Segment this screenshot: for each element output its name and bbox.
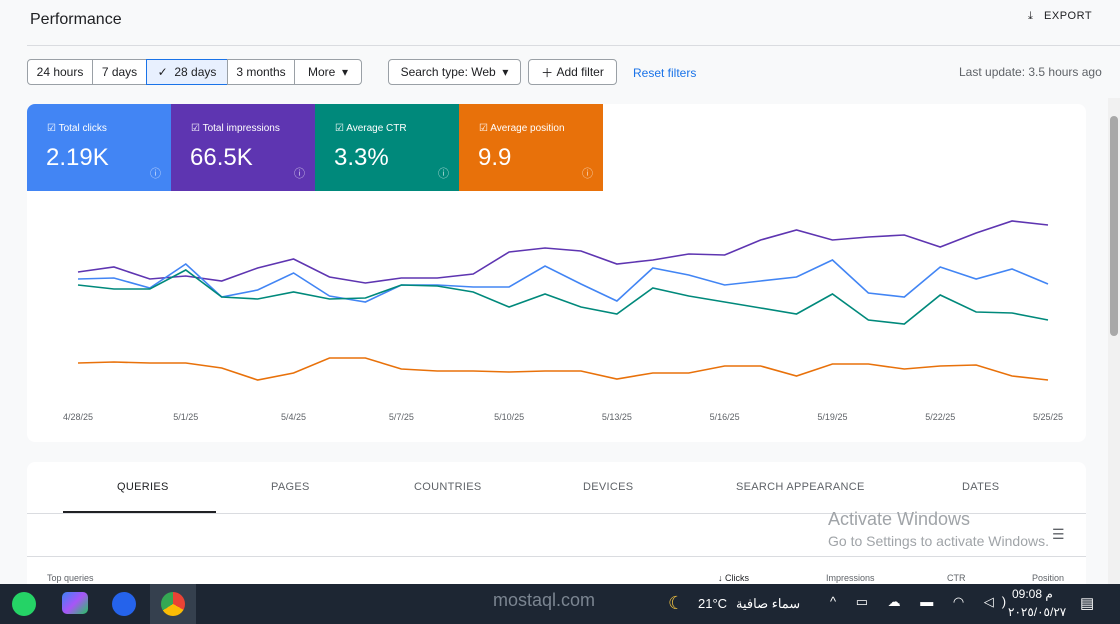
app-active[interactable]	[150, 584, 196, 624]
table-card	[27, 462, 1086, 592]
col-head[interactable]: Position	[1032, 573, 1065, 583]
divider	[27, 513, 1086, 514]
metric-label: ☑ Total clicks	[47, 123, 107, 134]
title: Performance	[30, 11, 122, 28]
metric-value: 9.9	[478, 144, 512, 171]
series-line	[77, 259, 1049, 303]
tab[interactable]: QUERIES	[117, 481, 169, 493]
table-title: Top queries	[47, 573, 94, 583]
x-tick-label: 5/25/25	[1033, 412, 1063, 422]
series-line	[77, 220, 1049, 284]
last-update: Last update: 3.5 hours ago	[959, 65, 1102, 79]
weather-condition: سماء صافية	[736, 596, 801, 611]
range-more[interactable]: More ▾	[294, 59, 362, 85]
search-type-label: Search type: Web	[400, 65, 496, 79]
reset-filters[interactable]: Reset filters	[633, 66, 697, 80]
metric-label: ☑ Average position	[479, 123, 565, 134]
scroll-thumb[interactable]	[1110, 116, 1118, 336]
x-tick-label: 5/22/25	[925, 412, 955, 422]
help-icon: ⓘ	[294, 168, 305, 180]
clock-date: ٢٠٢٥/٠٥/٢٧	[1008, 605, 1067, 619]
x-tick-label: 5/19/25	[817, 412, 847, 422]
activate-hint: Go to Settings to activate Windows.	[828, 533, 1049, 549]
weather-icon: ☾	[668, 593, 685, 613]
metric-value: 2.19K	[46, 144, 109, 171]
series-line	[77, 357, 1049, 381]
series-line	[77, 269, 1049, 325]
x-tick-label: 5/10/25	[494, 412, 524, 422]
help-icon: ⓘ	[582, 168, 593, 180]
range-selected[interactable]: ✓ 28 days	[146, 59, 228, 85]
clock-time: 09:08 م	[1012, 587, 1053, 601]
tab-indicator	[63, 511, 216, 513]
metric-label: ☑ Total impressions	[191, 123, 280, 134]
tray-icons[interactable]: ^ ▭ ☁ ▬ ◠ ◁)	[830, 594, 1015, 609]
tab[interactable]: COUNTRIES	[414, 481, 482, 493]
metric-value: 3.3%	[334, 144, 389, 171]
search-type[interactable]: Search type: Web ▾	[388, 59, 521, 85]
x-tick-label: 5/4/25	[281, 412, 306, 422]
range-label: More	[307, 65, 336, 79]
range[interactable]: 3 months	[227, 59, 295, 85]
chart: 4/28/25 5/1/25 5/4/25 5/7/25 5/10/25 5/13/25 5…	[63, 220, 1063, 422]
scrollbar[interactable]	[1108, 98, 1120, 584]
app-icon[interactable]	[62, 592, 88, 614]
tab[interactable]: PAGES	[271, 481, 310, 493]
tab[interactable]: DEVICES	[583, 481, 634, 493]
watermark: mostaql.com	[493, 590, 596, 610]
activate-title: Activate Windows	[828, 509, 971, 529]
tab[interactable]: DATES	[962, 481, 1000, 493]
x-tick-label: 5/13/25	[602, 412, 632, 422]
tab[interactable]: SEARCH APPEARANCE	[736, 481, 865, 493]
col-head[interactable]: Impressions	[826, 573, 875, 583]
app-icon[interactable]	[12, 592, 36, 616]
metric-value: 66.5K	[190, 144, 253, 171]
x-tick-label: 5/7/25	[389, 412, 414, 422]
metric-card[interactable]: ☑ Average CTR 3.3% ⓘ	[315, 104, 459, 191]
range[interactable]: 24 hours	[27, 59, 93, 85]
export[interactable]: ⤓ EXPORT	[1028, 10, 1093, 22]
taskbar: mostaql.com ☾ 21°C سماء صافية ^ ▭ ☁ ▬ ◠ …	[0, 584, 1120, 624]
filter-icon[interactable]: ☰	[1052, 526, 1065, 542]
metric-card[interactable]: ☑ Total clicks 2.19K ⓘ	[27, 104, 171, 191]
add-filter[interactable]: ＋ Add filter	[528, 59, 617, 85]
chrome-icon	[161, 592, 185, 616]
help-icon: ⓘ	[150, 168, 161, 180]
weather: 21°C	[698, 596, 728, 611]
divider	[27, 45, 1120, 46]
metric-card[interactable]: ☑ Average position 9.9 ⓘ	[459, 104, 603, 191]
notifications[interactable]: ▤	[1080, 595, 1095, 612]
col-head[interactable]: CTR	[947, 573, 966, 583]
app-icon[interactable]	[112, 592, 136, 616]
help-icon: ⓘ	[438, 168, 449, 180]
divider	[27, 556, 1086, 557]
metric-card[interactable]: ☑ Total impressions 66.5K ⓘ	[171, 104, 315, 191]
range-label: 28 days	[174, 65, 217, 79]
export-label: EXPORT	[1044, 10, 1093, 22]
add-filter-label: Add filter	[556, 65, 604, 79]
col-label: Clicks	[725, 573, 750, 583]
x-tick-label: 5/1/25	[173, 412, 198, 422]
x-tick-label: 5/16/25	[710, 412, 740, 422]
col-head[interactable]: ↓ Clicks	[718, 573, 750, 583]
x-tick-label: 4/28/25	[63, 412, 93, 422]
metric-label: ☑ Average CTR	[335, 123, 407, 134]
